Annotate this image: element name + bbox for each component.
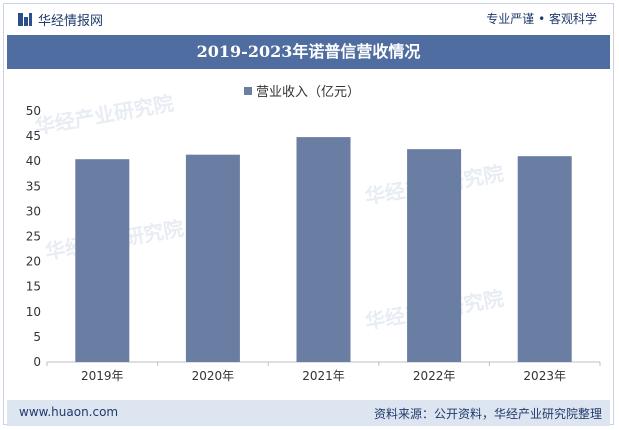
y-tick-label: 15: [26, 280, 41, 294]
y-tick-label: 45: [26, 129, 41, 143]
legend-swatch: [244, 87, 252, 95]
y-tick-label: 10: [26, 305, 41, 319]
title-band: 2019-2023年诺普信营收情况: [7, 35, 610, 69]
bar: [296, 137, 351, 362]
y-tick-label: 50: [26, 104, 41, 118]
y-tick-label: 20: [26, 255, 41, 269]
bar: [185, 154, 240, 362]
chart-title: 2019-2023年诺普信营收情况: [196, 42, 421, 61]
header-bar: 华经情报网 专业严谨 • 客观科学: [4, 4, 615, 34]
x-tick-label: 2020年: [192, 369, 235, 383]
website-link[interactable]: www.huaon.com: [19, 405, 119, 419]
y-tick-label: 40: [26, 154, 41, 168]
chart-frame: 华经情报网 专业严谨 • 客观科学 2019-2023年诺普信营收情况 华经产业…: [3, 3, 615, 426]
y-tick-label: 0: [33, 355, 41, 369]
data-source: 资料来源：公开资料，华经产业研究院整理: [373, 407, 602, 421]
footer-bar: www.huaon.com 资料来源：公开资料，华经产业研究院整理: [7, 400, 610, 426]
bar: [407, 149, 462, 362]
y-tick-label: 5: [33, 330, 41, 344]
x-tick-label: 2023年: [523, 369, 566, 383]
x-tick-label: 2021年: [302, 369, 345, 383]
brand-logo-icon: [18, 13, 32, 26]
bar-chart: 营业收入（亿元） 0 5 10 15 20 25 30 35 40 45 50 2019年 2020年 20…: [26, 85, 601, 383]
bar: [75, 159, 130, 362]
legend-label: 营业收入（亿元）: [256, 85, 360, 100]
y-tick-label: 35: [26, 179, 41, 193]
x-tick-label: 2022年: [413, 369, 456, 383]
bar: [517, 156, 572, 362]
y-tick-label: 25: [26, 230, 41, 244]
brand-slogan: 专业严谨 • 客观科学: [486, 12, 597, 26]
x-tick-label: 2019年: [81, 369, 124, 383]
brand-name: 华经情报网: [38, 14, 104, 29]
y-tick-label: 30: [26, 204, 41, 218]
